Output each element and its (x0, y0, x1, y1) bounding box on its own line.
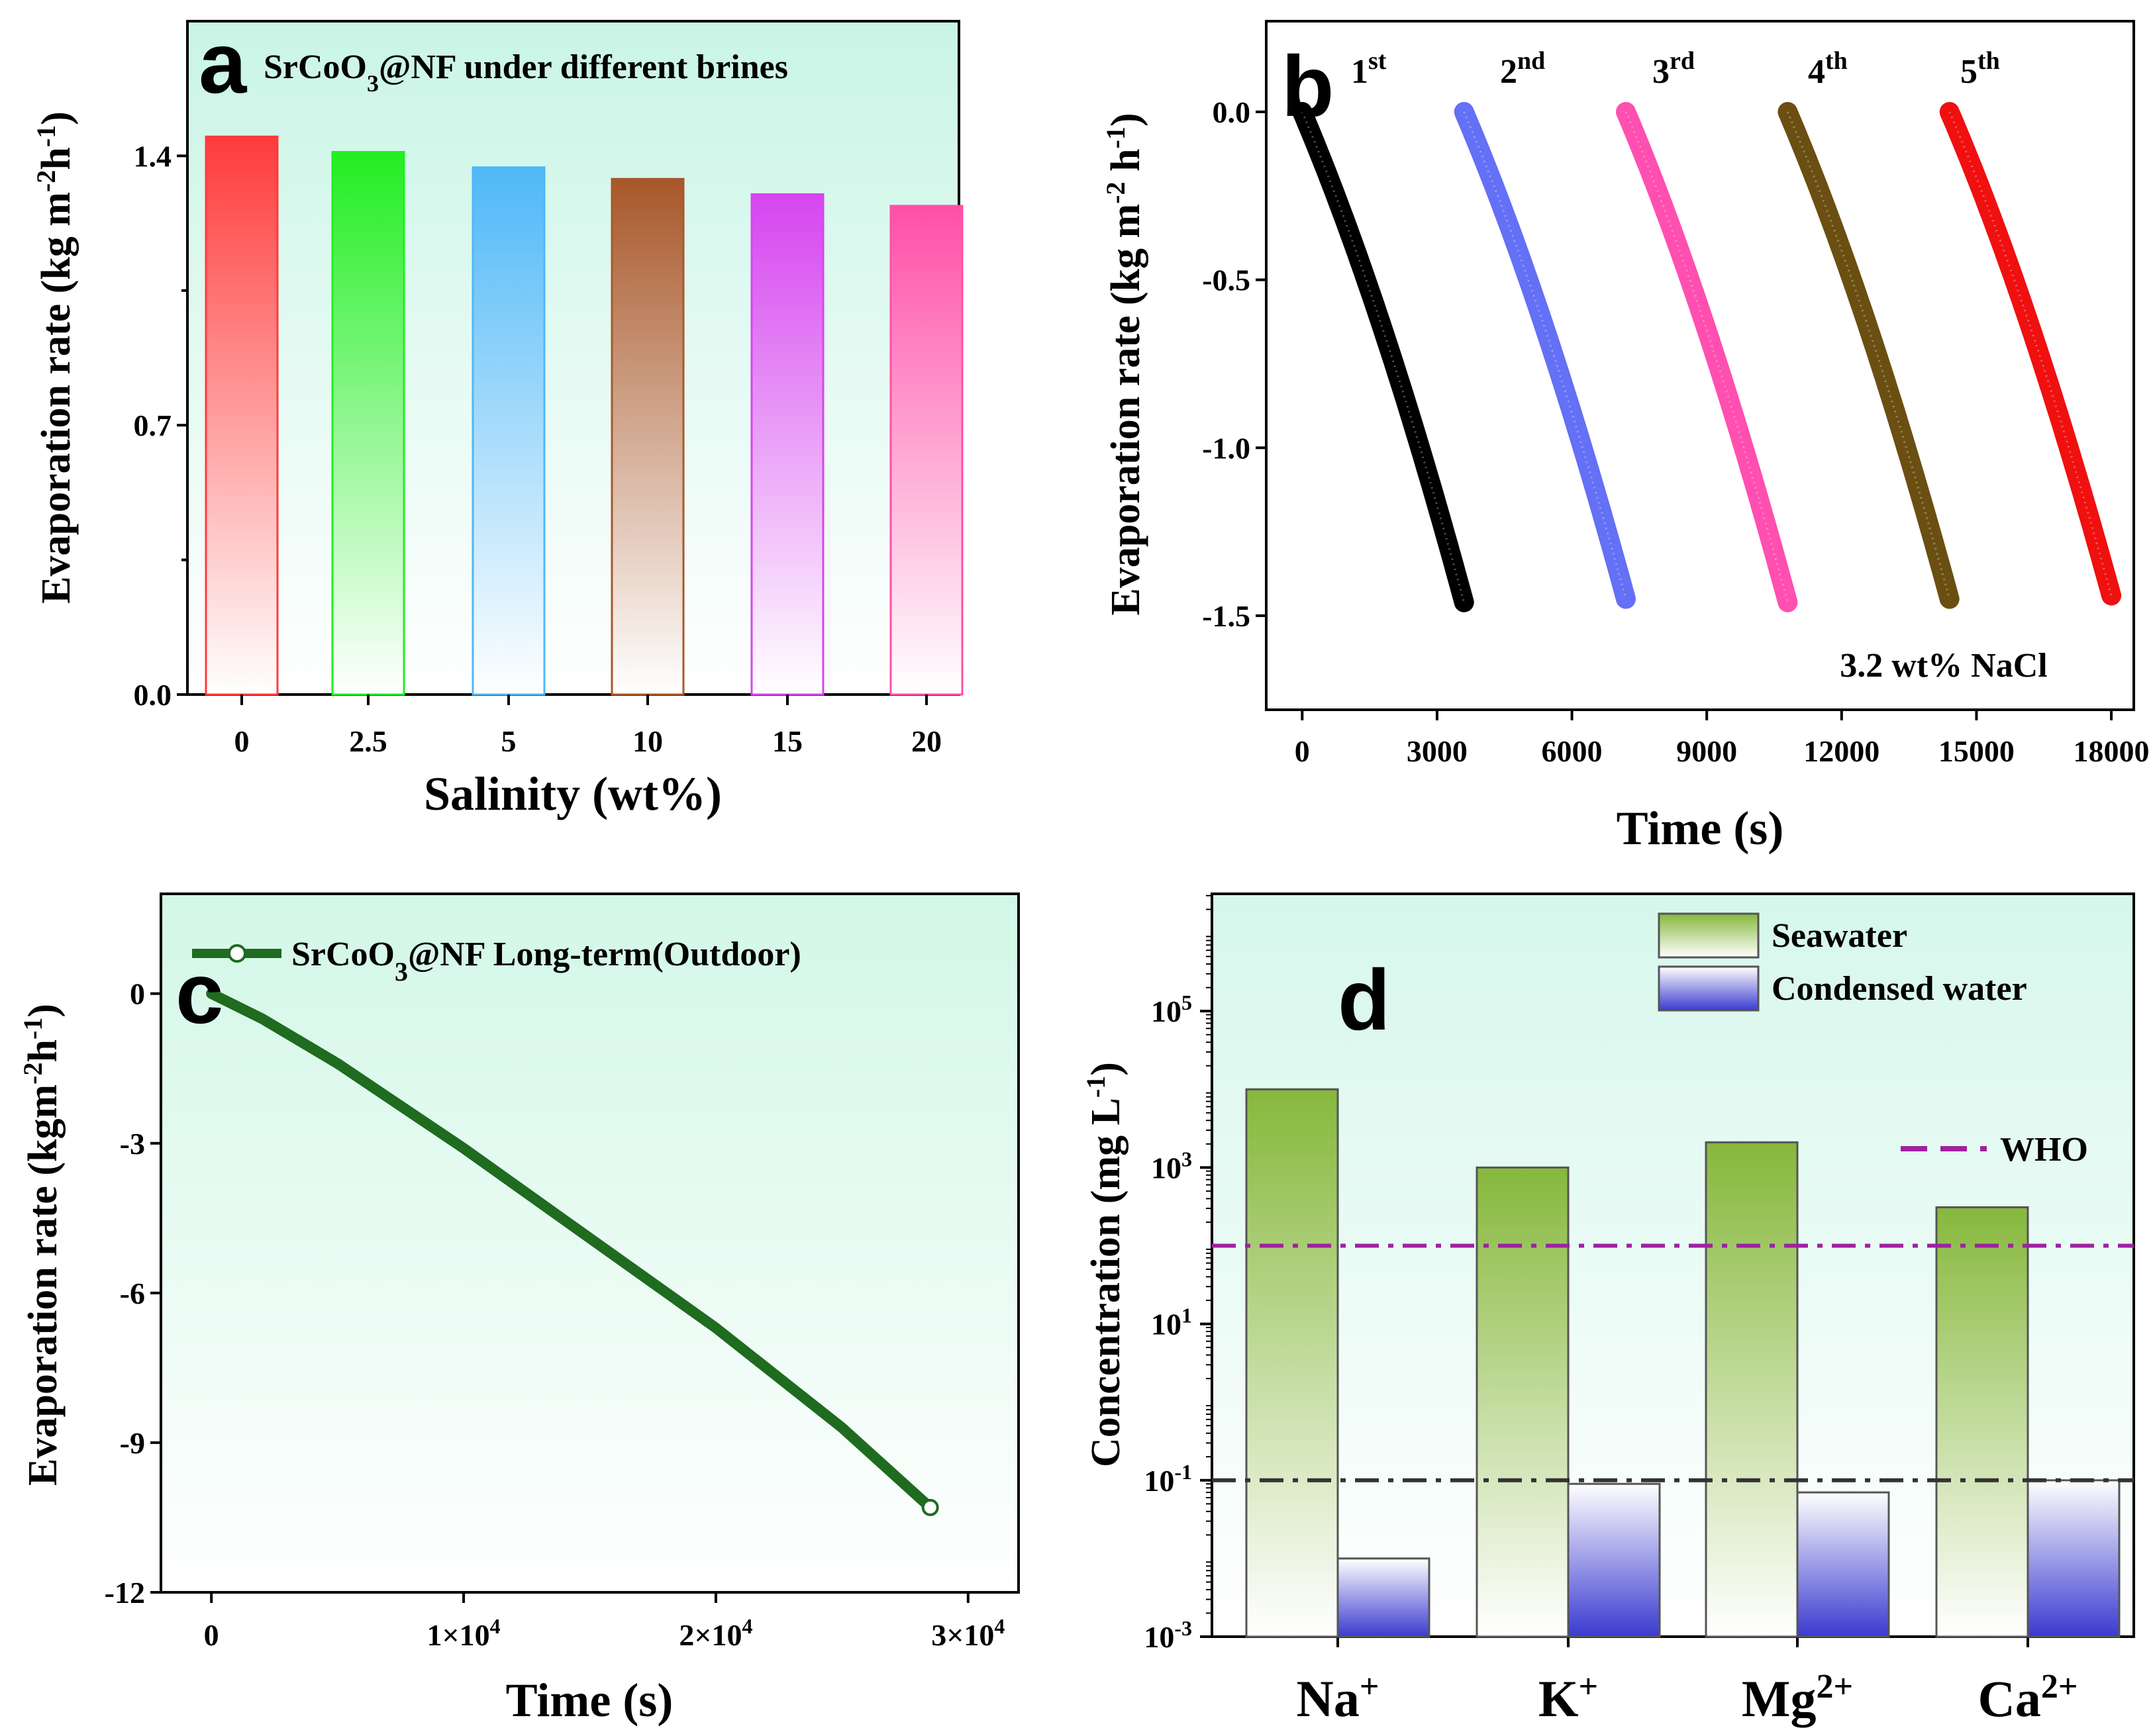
long-term-line (206, 988, 936, 1513)
bar-seawater-ca (1935, 1206, 2029, 1638)
x-tick-label: 18000 (2074, 734, 2150, 768)
x-tick-label: 0 (204, 1618, 219, 1652)
panel-a-ylabel: Evaporation rate (kg m-2h-1) (31, 111, 79, 603)
panel-c: 0 1×104 2×104 3×104 0 -3 -6 -9 -12 c SrCoO3@NF L… (18, 892, 1020, 1727)
y-tick-label: -1.5 (1202, 599, 1250, 633)
panel-label-b: b (1281, 38, 1334, 134)
y-tick-label: 103 (1151, 1147, 1192, 1184)
bar-seawater-na (1245, 1088, 1339, 1638)
x-tick-label: 12000 (1803, 734, 1879, 768)
x-tick-label: 10 (632, 724, 663, 758)
bar-5 (472, 166, 546, 696)
series-4th-markers (1787, 111, 1951, 599)
bar-condensed-water-k (1567, 1482, 1661, 1638)
bar-condensed-water-mg (1796, 1491, 1890, 1638)
x-tick-label: 1×104 (426, 1614, 500, 1652)
legend-swatch (1658, 912, 1760, 959)
panel-b-ylabel: Evaporation rate (kg m-2 h-1) (1101, 113, 1149, 616)
end-marker (921, 1498, 939, 1516)
series-5th (1939, 102, 2122, 606)
panel-c-legend-label: SrCoO3@NF Long-term(Outdoor) (291, 936, 801, 987)
cycle-label-1st: 1st (1351, 47, 1387, 91)
y-tick-label: 0 (130, 977, 145, 1011)
panel-b-annotation: 3.2 wt% NaCl (1840, 647, 2047, 685)
panel-a: 0 2.5 5 10 15 20 0.0 0.7 1.4 a SrCoO3@NF under d… (31, 15, 964, 820)
x-tick-label: 2.5 (349, 724, 387, 758)
cycle-label-2nd: 2nd (1500, 47, 1545, 91)
panel-label-a: a (199, 15, 248, 111)
ion-label: Mg2+ (1742, 1668, 1853, 1728)
x-tick-label: 3×104 (931, 1614, 1005, 1652)
bar-15 (750, 193, 825, 696)
bar-20 (889, 205, 964, 696)
x-tick-label: 15 (772, 724, 803, 758)
bar-10 (611, 177, 685, 696)
y-tick-label: 105 (1151, 990, 1192, 1028)
y-tick-label: 0.0 (1213, 95, 1251, 129)
panel-label-d: d (1338, 951, 1390, 1048)
bar-seawater-mg (1705, 1141, 1799, 1638)
series-1st (1292, 102, 1474, 612)
ion-label: Ca2+ (1978, 1668, 2078, 1728)
x-tick-label: 3000 (1407, 734, 1468, 768)
panel-b: 0 3000 6000 9000 12000 15000 18000 0.0 -0.5 -1.0 -… (1101, 20, 2150, 855)
panel-c-ylabel: Evaporation rate (kgm-2h-1) (18, 1004, 66, 1486)
cycle-label-4th: 4th (1808, 47, 1848, 91)
panel-label-c: c (175, 945, 223, 1041)
y-tick-label: 10-3 (1144, 1616, 1192, 1654)
x-tick-label: 0 (234, 724, 250, 758)
legend-label: Seawater (1772, 917, 1907, 955)
cycle-label-5th: 5th (1960, 47, 2000, 91)
panel-d: 10-3 10-1 101 103 105 Na+ K+ Mg2+ Ca2+ WHO d Sea… (1081, 892, 2135, 1728)
y-tick-label: -12 (105, 1576, 145, 1610)
bar-condensed-water-ca (2027, 1479, 2121, 1638)
series-4th (1777, 102, 1960, 609)
x-tick-label: 9000 (1676, 734, 1737, 768)
panel-b-xlabel: Time (s) (1617, 802, 1784, 855)
y-tick-label: 101 (1151, 1304, 1192, 1341)
panel-d-ylabel: Concentration (mg L-1) (1081, 1062, 1129, 1467)
x-tick-label: 6000 (1542, 734, 1603, 768)
bar-0 (205, 135, 279, 696)
y-tick-label: -6 (120, 1277, 145, 1310)
series-2nd-markers (1463, 111, 1627, 599)
y-tick-label: -9 (120, 1426, 145, 1460)
x-tick-label: 15000 (1938, 734, 2015, 768)
y-tick-label: 0.0 (134, 678, 172, 712)
panel-c-xlabel: Time (s) (506, 1674, 674, 1727)
cycle-label-3rd: 3rd (1652, 47, 1695, 91)
series-3rd (1616, 102, 1798, 612)
panel-a-xlabel: Salinity (wt%) (424, 767, 722, 820)
bar-seawater-k (1476, 1166, 1570, 1638)
bar-condensed-water-na (1336, 1557, 1430, 1638)
ion-label: Na+ (1297, 1668, 1379, 1728)
panel-c-legend: SrCoO3@NF Long-term(Outdoor) (192, 936, 801, 987)
legend-swatch (1658, 965, 1760, 1012)
x-tick-label: 20 (911, 724, 942, 758)
series-2nd (1454, 102, 1636, 609)
panel-d-legend: Seawater Condensed water (1658, 912, 2027, 1012)
legend-marker (228, 944, 246, 963)
legend-label: Condensed water (1772, 970, 2027, 1008)
ion-label: K+ (1538, 1668, 1598, 1728)
y-tick-label: 0.7 (134, 409, 172, 442)
who-legend-label: WHO (2000, 1131, 2088, 1169)
y-tick-label: -1.0 (1202, 431, 1250, 465)
y-tick-label: -3 (120, 1127, 145, 1161)
x-tick-label: 2×104 (679, 1614, 752, 1652)
y-tick-label: 10-1 (1144, 1460, 1192, 1498)
bar-2.5 (331, 151, 405, 696)
y-tick-label: 1.4 (134, 139, 172, 173)
panel-a-title: SrCoO3@NF under different brines (264, 48, 788, 97)
y-tick-label: -0.5 (1202, 264, 1250, 297)
x-tick-label: 5 (501, 724, 517, 758)
x-tick-label: 0 (1295, 734, 1310, 768)
